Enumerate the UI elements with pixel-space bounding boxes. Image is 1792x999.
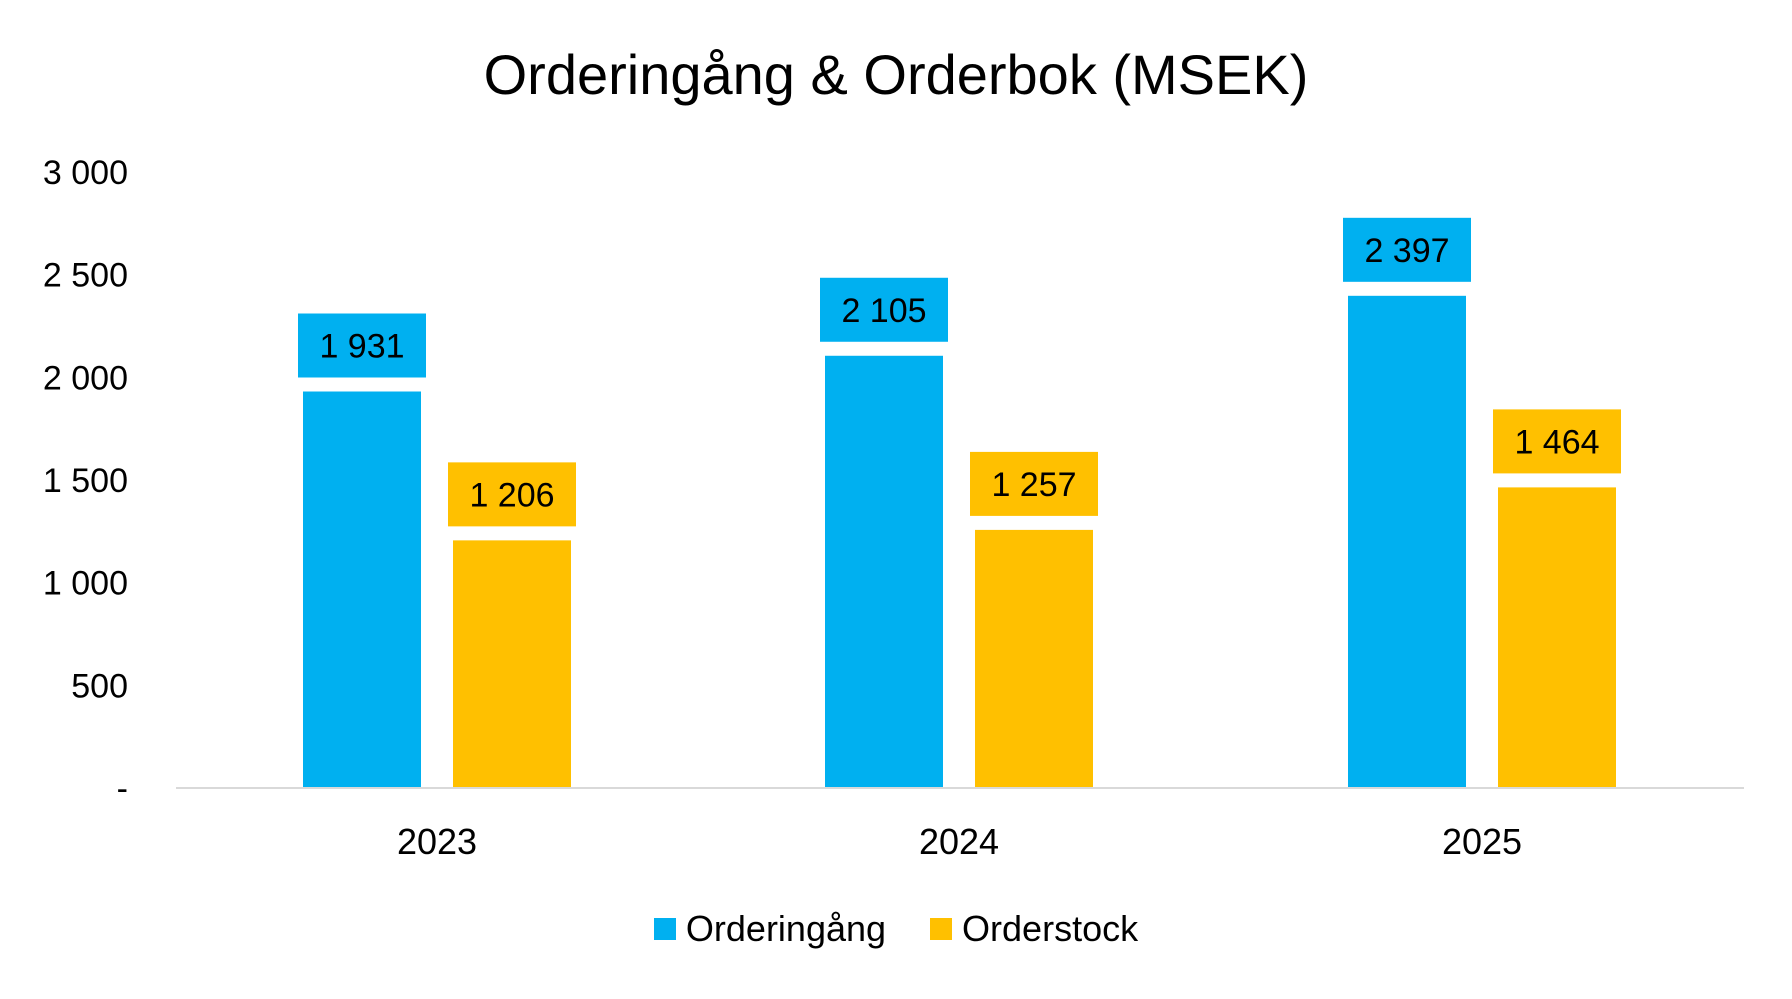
- data-label-box: [970, 451, 1098, 516]
- y-tick-label: 1 500: [43, 462, 128, 500]
- bar-orderstock-2024: [975, 529, 1093, 788]
- bar-orderingång-2025: [1348, 295, 1466, 788]
- y-axis: - 500 1 000 1 500 2 000 2 500 3 000: [43, 154, 128, 808]
- data-label: 1 206: [469, 476, 554, 514]
- bar-orderingång-2023: [303, 391, 421, 788]
- legend-item-orderstock: Orderstock: [930, 908, 1138, 950]
- legend-swatch-orderstock: [930, 918, 953, 940]
- y-tick-label: 2 000: [43, 359, 128, 397]
- legend-swatch-orderingang: [653, 918, 676, 940]
- x-tick-label: 2025: [1442, 821, 1522, 862]
- data-label: 1 931: [319, 328, 404, 366]
- legend-label-orderstock: Orderstock: [962, 908, 1139, 949]
- bar-orderstock-2025: [1498, 487, 1616, 788]
- y-tick-label: 3 000: [43, 154, 128, 192]
- data-label-box: [448, 462, 576, 527]
- y-tick-label: 500: [71, 667, 128, 705]
- y-tick-label: 1 000: [43, 565, 128, 603]
- legend-label-orderingang: Orderingång: [685, 908, 887, 949]
- chart-title: Orderingång & Orderbok (MSEK): [483, 43, 1309, 106]
- data-label: 1 464: [1514, 423, 1599, 461]
- data-label-box: [1493, 409, 1621, 474]
- data-label: 2 397: [1364, 232, 1449, 270]
- data-label-box: [1343, 217, 1471, 282]
- bars: 1 931 1 206 2 105 1 257 2 397 1 464: [298, 217, 1621, 788]
- x-tick-label: 2023: [397, 821, 477, 862]
- legend-item-orderingang: Orderingång: [653, 908, 887, 950]
- bar-orderingång-2024: [825, 355, 943, 788]
- legend: Orderingång Orderstock: [0, 908, 1792, 950]
- y-tick-label: 2 500: [43, 257, 128, 295]
- x-tick-label: 2024: [919, 821, 999, 862]
- bar-orderstock-2023: [453, 540, 571, 788]
- data-label-box: [820, 277, 948, 342]
- x-axis: 2023 2024 2025: [176, 787, 1744, 862]
- y-tick-label: -: [117, 770, 128, 808]
- data-label: 2 105: [841, 292, 926, 330]
- data-label-box: [298, 313, 426, 378]
- data-label: 1 257: [991, 466, 1076, 504]
